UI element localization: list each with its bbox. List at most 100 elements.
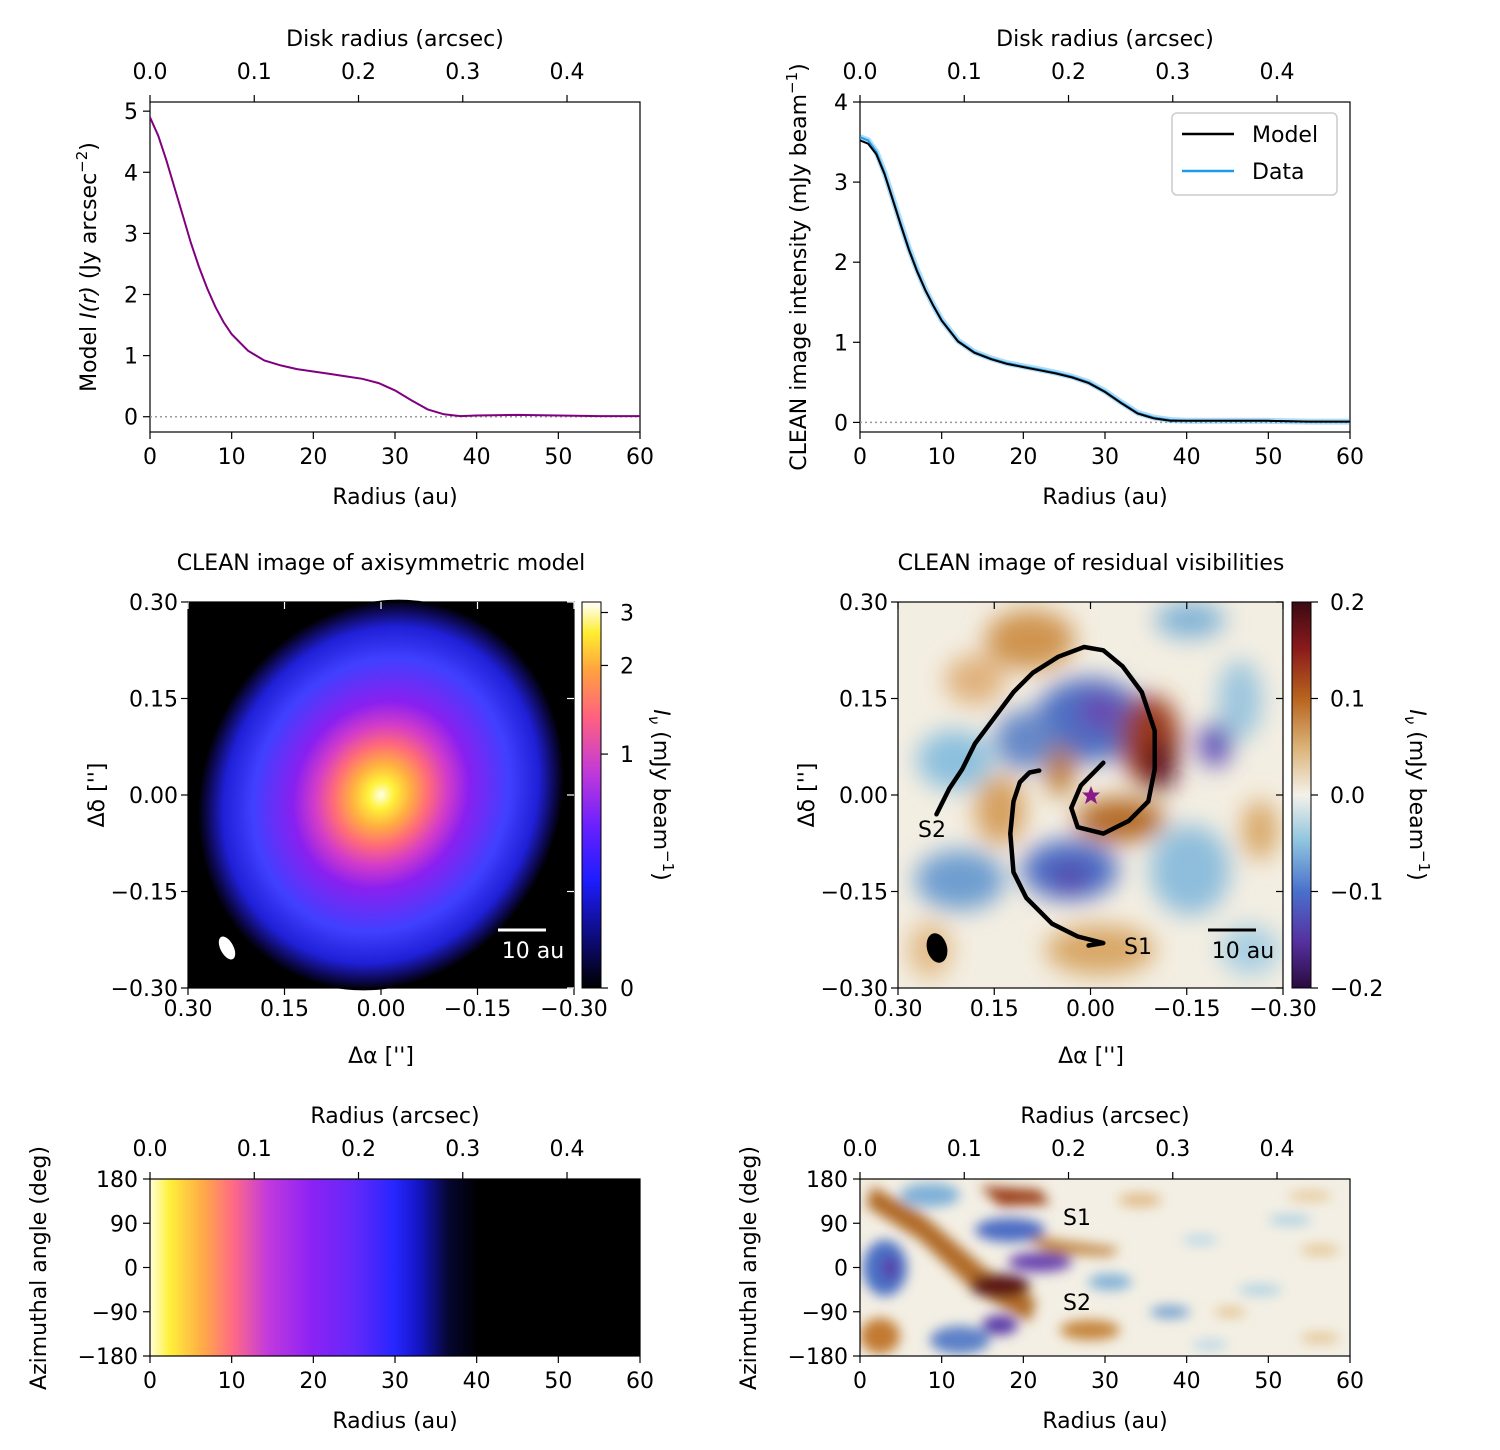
x-tick-label: 0: [853, 1369, 867, 1394]
spiral-s2-label: S2: [1063, 1291, 1091, 1316]
top-tick-label: 0.3: [1155, 60, 1190, 85]
top-tick-label: 0.0: [133, 1137, 168, 1162]
x-ticks: 0 10 20 30 40 50 60: [143, 432, 654, 470]
y-tick-label: 5: [124, 100, 138, 125]
colorbar-label-units: (mJy beam: [648, 724, 673, 850]
colorbar-tick-label: 1: [620, 743, 634, 768]
colorbar-tick-label: 0.2: [1330, 591, 1365, 616]
y-axis-label: CLEAN image intensity (mJy beam−1): [783, 63, 812, 471]
y-tick-label: 180: [806, 1168, 848, 1193]
residual-polar-features: [860, 1183, 1340, 1354]
y-tick-label: 0.30: [129, 591, 178, 616]
colorbar-label: Iν (mJy beam−1): [645, 709, 677, 881]
beam-ellipse: [926, 933, 948, 963]
top-axis-label: Radius (arcsec): [310, 1104, 479, 1129]
colorbar-tick-label: −0.2: [1330, 977, 1383, 1002]
panel-title: CLEAN image of residual visibilities: [898, 551, 1285, 576]
top-tick-label: 0.3: [445, 60, 480, 85]
y-tick-label: 0: [834, 1257, 848, 1282]
image-ticks: 0.30 0.15 0.00 −0.15 −0.300.300.150.00−0.15−…: [821, 591, 1317, 1022]
top-axis-label: Radius (arcsec): [1020, 1104, 1189, 1129]
y-axis-label: Δδ ['']: [795, 763, 820, 828]
y-tick-label: −0.15: [821, 881, 888, 906]
x-tick-label: 50: [1254, 445, 1282, 470]
top-tick-label: 0.0: [133, 60, 168, 85]
colorbar-label-var: I: [648, 709, 673, 716]
x-tick-label: 10: [218, 1369, 246, 1394]
y-tick-label: 0: [124, 406, 138, 431]
y-axis-label-units: (Jy arcsec: [77, 173, 102, 286]
top-tick-label: 0.1: [237, 1137, 272, 1162]
y-tick-label: 1: [124, 345, 138, 370]
x-axis-label: Δα ['']: [1058, 1044, 1124, 1069]
x-tick-label: −0.15: [444, 997, 511, 1022]
x-tick-label: −0.30: [540, 997, 607, 1022]
x-tick-label: 40: [1173, 1369, 1201, 1394]
clean-profile-lines: [860, 134, 1350, 425]
x-ticks: 0 10 20 30 40 50 60: [853, 432, 1364, 470]
y-axis-label-close: ): [77, 142, 102, 151]
star-icon: [1082, 786, 1100, 804]
y-tick-label: 0: [834, 411, 848, 436]
spiral-s1-label: S1: [1063, 1206, 1091, 1231]
top-tick-label: 0.4: [550, 60, 585, 85]
y-tick-label: 0.30: [839, 591, 888, 616]
top-tick-label: 0.1: [947, 60, 982, 85]
y-tick-label: −180: [788, 1345, 848, 1370]
y-axis-label: Azimuthal angle (deg): [737, 1146, 762, 1390]
model-polar-map: [150, 1179, 640, 1356]
y-axis-label-exp: −2: [73, 151, 91, 173]
panel-title: CLEAN image of axisymmetric model: [177, 551, 586, 576]
x-tick-label: 40: [463, 445, 491, 470]
colorbar-label-close: ): [1404, 872, 1429, 881]
x-tick-label: 50: [544, 1369, 572, 1394]
model-profile-lines: [150, 116, 640, 418]
y-ticks: 180 90 0 −90 −180: [788, 1168, 860, 1370]
y-tick-label: 180: [96, 1168, 138, 1193]
model-disk-emission: [197, 599, 565, 991]
top-ticks: 0.0 0.1 0.2 0.3 0.4: [843, 60, 1295, 102]
y-tick-label: 4: [124, 161, 138, 186]
clean-residual-image-panel: CLEAN image of residual visibilities: [795, 551, 1433, 1069]
top-ticks: 0.0 0.1 0.2 0.3 0.4: [133, 1137, 585, 1179]
spiral-s2-track: [934, 644, 1157, 836]
x-ticks: 0 10 20 30 40 50 60: [853, 1356, 1364, 1394]
y-tick-label: −0.15: [111, 881, 178, 906]
x-tick-label: 60: [1336, 1369, 1364, 1394]
y-axis-label: Model I(r) (Jy arcsec−2): [73, 142, 102, 392]
x-tick-label: 0.15: [970, 997, 1019, 1022]
spiral-s1-track: [1008, 768, 1106, 948]
x-tick-label: 40: [1173, 445, 1201, 470]
x-tick-label: 10: [928, 445, 956, 470]
y-tick-label: 3: [834, 171, 848, 196]
y-tick-label: 0.00: [129, 784, 178, 809]
model-polar-panel: 0 10 20 30 40 50 60 180 90 0 −90 −180 0.0 0.1 0.2 0.3…: [27, 1104, 654, 1434]
x-tick-label: 20: [1009, 445, 1037, 470]
x-tick-label: 10: [928, 1369, 956, 1394]
colorbar-tick-label: 0.1: [1330, 688, 1365, 713]
colorbar-tick-label: −0.1: [1330, 881, 1383, 906]
x-tick-label: 50: [544, 445, 572, 470]
model-colorbar: [581, 601, 602, 989]
x-tick-label: 0.15: [260, 997, 309, 1022]
y-tick-label: 1: [834, 331, 848, 356]
colorbar-label-close: ): [648, 872, 673, 881]
top-tick-label: 0.4: [1260, 1137, 1295, 1162]
scale-bar-label: 10 au: [1212, 939, 1274, 964]
top-tick-label: 0.3: [1155, 1137, 1190, 1162]
x-tick-label: 0: [143, 1369, 157, 1394]
y-axis-label-var: I(r): [77, 286, 102, 319]
x-tick-label: 0: [143, 445, 157, 470]
y-axis-label-prefix: CLEAN image intensity (mJy beam: [787, 94, 812, 471]
y-tick-label: −90: [92, 1301, 138, 1326]
scale-bar-label: 10 au: [502, 939, 564, 964]
x-tick-label: 0.00: [1066, 997, 1115, 1022]
colorbar-tick-label: 0.0: [1330, 784, 1365, 809]
x-tick-label: 20: [299, 1369, 327, 1394]
top-tick-label: 0.3: [445, 1137, 480, 1162]
x-axis-label: Radius (au): [332, 1409, 457, 1434]
top-axis-label: Disk radius (arcsec): [286, 27, 504, 52]
spiral-tracks: [934, 644, 1157, 948]
y-tick-label: 0.00: [839, 784, 888, 809]
